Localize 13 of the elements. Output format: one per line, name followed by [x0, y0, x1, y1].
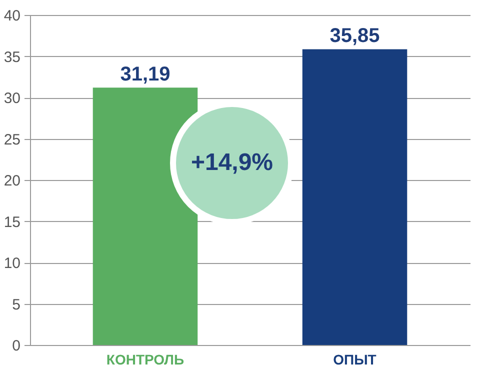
y-tick-label: 35: [4, 48, 20, 66]
y-tick-label: 25: [4, 131, 20, 148]
y-tick-label: 5: [12, 296, 20, 314]
y-tick-label: 0: [12, 338, 20, 354]
x-tick-label: КОНТРОЛЬ: [106, 352, 184, 368]
data-label: 31,19: [120, 64, 170, 86]
y-tick-label: 20: [4, 172, 20, 190]
x-tick-label: ОПЫТ: [333, 352, 377, 368]
y-tick-label: 30: [4, 90, 20, 107]
y-tick-label: 15: [4, 214, 20, 231]
y-tick-label: 40: [4, 8, 20, 24]
data-label: 35,85: [330, 25, 380, 48]
y-tick-label: 10: [4, 255, 20, 272]
